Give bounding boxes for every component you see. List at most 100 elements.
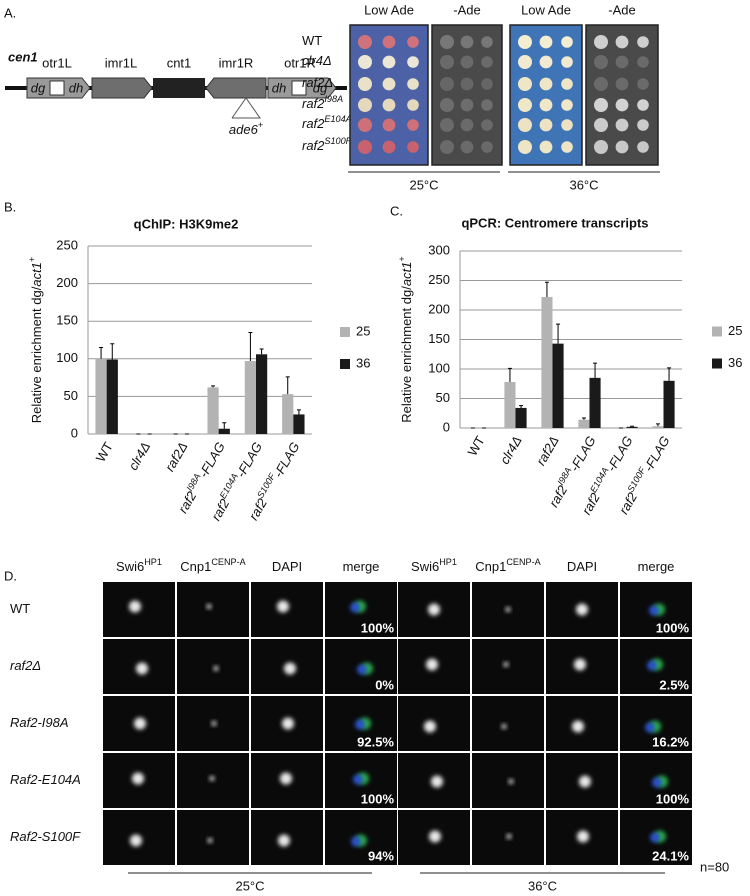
colony xyxy=(440,118,454,132)
error-bar xyxy=(507,367,512,382)
cell-signal xyxy=(505,607,511,612)
micrograph xyxy=(472,696,544,751)
merge-percentage: 100% xyxy=(656,791,690,806)
error-bar xyxy=(581,417,586,420)
colony xyxy=(561,36,573,48)
y-tick-label: 50 xyxy=(436,390,450,405)
repeat-box xyxy=(49,80,65,96)
micrograph xyxy=(472,753,544,808)
bar xyxy=(626,426,638,428)
error-bar xyxy=(655,423,660,427)
bar xyxy=(95,358,107,434)
text-part: clr4Δ xyxy=(302,53,332,68)
column-header: DAPI xyxy=(272,559,302,574)
text-part: DAPI xyxy=(567,559,597,574)
text-part: Cnp1 xyxy=(180,559,211,574)
cell-signal xyxy=(357,664,367,675)
error-bar xyxy=(630,425,635,427)
legend-label: 36 xyxy=(356,355,370,370)
text-part: -FLAG xyxy=(567,434,599,475)
bar xyxy=(541,297,553,428)
colony xyxy=(518,118,532,132)
colony xyxy=(594,140,608,154)
y-tick-label: 250 xyxy=(56,237,78,252)
merge-percentage: 100% xyxy=(656,620,690,635)
column-header: DAPI xyxy=(567,559,597,574)
colony xyxy=(407,56,419,68)
cell-signal xyxy=(503,662,509,667)
colony xyxy=(358,55,372,69)
colony xyxy=(594,118,608,132)
colony xyxy=(358,98,372,112)
cell-signal xyxy=(650,832,660,843)
y-tick-label: 200 xyxy=(56,275,78,290)
text-part: raf2 xyxy=(546,482,571,510)
y-tick-label: 100 xyxy=(428,360,450,375)
colony xyxy=(440,55,454,69)
text-part: -FLAG xyxy=(641,434,673,475)
cell-signal xyxy=(280,772,292,785)
text-part: E104A xyxy=(589,466,611,495)
column-header: Swi6HP1 xyxy=(116,557,162,574)
cell-signal xyxy=(508,779,514,784)
merge-percentage: 92.5% xyxy=(357,734,394,749)
text-part: merge xyxy=(343,559,380,574)
cell-signal xyxy=(424,720,436,733)
strain-label: WT xyxy=(302,33,322,48)
error-bar xyxy=(211,385,216,388)
y-tick-label: 100 xyxy=(56,350,78,365)
plate-header: Low Ade xyxy=(364,2,414,17)
plate-header: -Ade xyxy=(453,2,480,17)
merge-percentage: 100% xyxy=(361,791,395,806)
colony xyxy=(615,140,629,154)
cell-signal xyxy=(353,774,363,785)
cell-signal xyxy=(129,600,141,613)
y-tick-label: 150 xyxy=(56,313,78,328)
text-part: CENP-A xyxy=(506,557,541,567)
colony xyxy=(460,118,474,132)
cell-signal xyxy=(574,658,586,671)
cell-signal xyxy=(431,775,443,788)
text-part: + xyxy=(27,257,37,262)
colony xyxy=(637,56,649,68)
insertion-mark xyxy=(231,97,261,119)
text-part: ade6 xyxy=(229,122,259,137)
bar xyxy=(256,354,268,434)
row-label: Raf2-S100F xyxy=(10,829,81,844)
panel-label: B. xyxy=(4,199,16,214)
text-part: E104A xyxy=(218,472,240,501)
panel-label: C. xyxy=(390,203,403,218)
error-bar xyxy=(556,323,561,344)
y-tick-label: 0 xyxy=(71,425,78,440)
text-part: raf2 xyxy=(302,138,325,153)
colony xyxy=(561,99,573,111)
strain-label: raf2S100F xyxy=(302,136,352,153)
colony xyxy=(561,56,573,68)
colony xyxy=(539,98,553,112)
colony xyxy=(518,140,532,154)
merge-percentage: 2.5% xyxy=(659,677,689,692)
cell-signal xyxy=(576,603,588,616)
colony xyxy=(382,35,396,49)
colony xyxy=(594,35,608,49)
colony xyxy=(407,99,419,111)
temperature-label: 25°C xyxy=(409,177,438,192)
y-tick-label: 300 xyxy=(428,242,450,257)
colony xyxy=(594,77,608,91)
colony xyxy=(481,36,493,48)
cell-signal xyxy=(429,830,441,843)
colony xyxy=(358,35,372,49)
colony xyxy=(407,119,419,131)
text-part: clr4Δ xyxy=(126,440,154,473)
colony xyxy=(407,141,419,153)
colony xyxy=(615,77,629,91)
text-part: raf2 xyxy=(579,490,604,518)
colony xyxy=(561,78,573,90)
colony xyxy=(407,78,419,90)
temperature-label: 36°C xyxy=(528,878,557,893)
x-tick-label: WT xyxy=(93,440,116,465)
merge-percentage: 94% xyxy=(368,848,394,863)
colony xyxy=(382,118,396,132)
bar xyxy=(207,387,219,434)
